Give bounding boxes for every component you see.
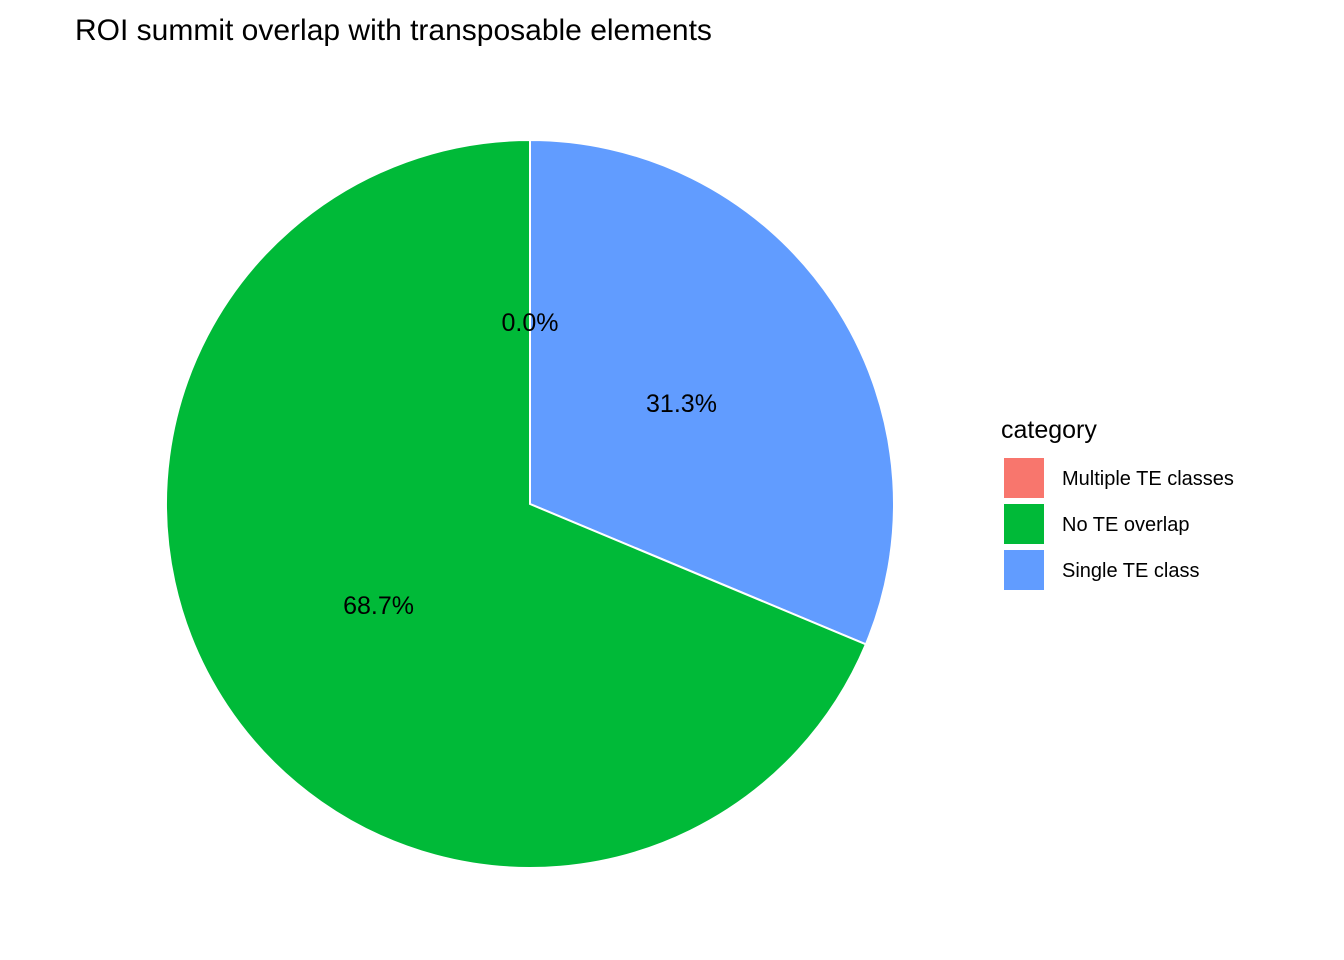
legend: category Multiple TE classes No TE overla… — [1001, 416, 1234, 590]
pie-percent-label: 0.0% — [502, 309, 559, 337]
pie-slice-no-te-overlap — [165, 138, 868, 869]
pie-slice-single-te-class — [529, 138, 895, 646]
legend-key-label: Multiple TE classes — [1062, 468, 1234, 490]
pie-percent-label: 68.7% — [343, 592, 414, 620]
pie-percent-labels: 31.3% 68.7% 0.0% — [343, 309, 717, 620]
pie-percent-label: 31.3% — [646, 390, 717, 418]
legend-title: category — [1001, 416, 1097, 444]
legend-key-swatch — [1004, 550, 1044, 590]
legend-key-label: No TE overlap — [1062, 514, 1189, 536]
pie-slices — [165, 138, 895, 869]
legend-key-swatch — [1004, 504, 1044, 544]
legend-key-label: Single TE class — [1062, 560, 1199, 582]
chart-title: ROI summit overlap with transposable ele… — [75, 14, 712, 47]
legend-key-swatch — [1004, 458, 1044, 498]
